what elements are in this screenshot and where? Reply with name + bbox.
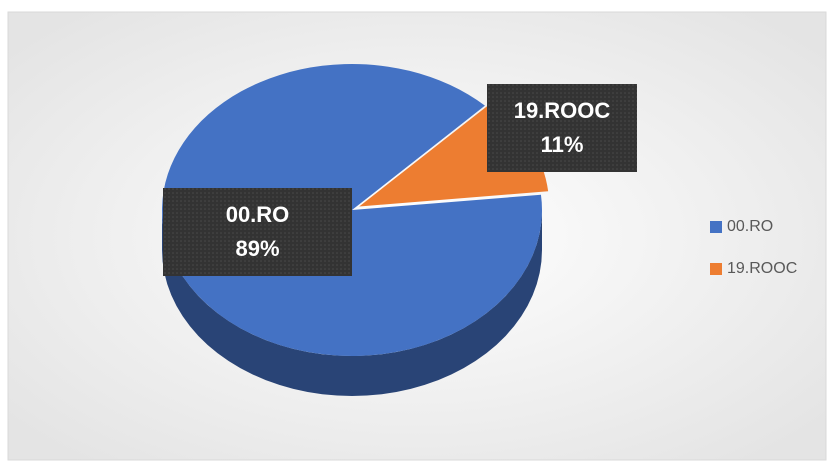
data-label-value: 11% [541,132,584,157]
legend-swatch [710,263,722,275]
slice-side [162,210,542,396]
legend-swatch [710,221,722,233]
data-label-value: 89% [235,236,279,261]
legend-label: 00.RO [727,218,773,235]
data-label-box [487,84,637,172]
data-label-box [163,188,352,276]
data-label-name: 00.RO [226,202,290,227]
legend-label: 19.ROOC [727,260,797,277]
data-label-name: 19.ROOC [514,98,611,123]
